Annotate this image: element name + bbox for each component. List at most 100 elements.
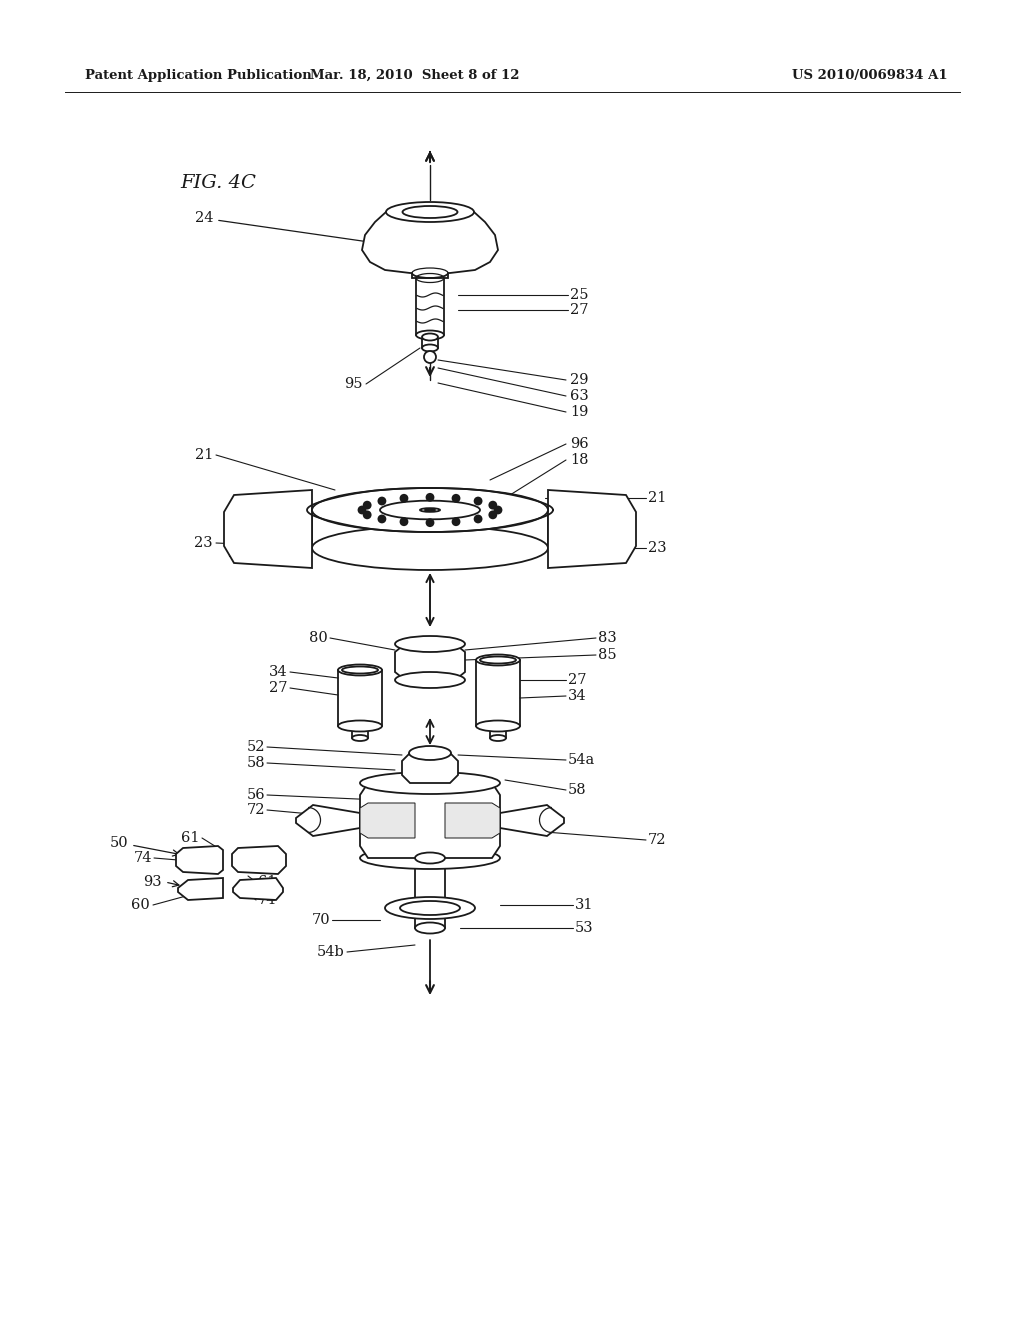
Circle shape <box>453 519 460 525</box>
Polygon shape <box>178 878 223 900</box>
Ellipse shape <box>422 345 438 351</box>
Text: 60: 60 <box>131 898 150 912</box>
Text: 23: 23 <box>195 536 213 550</box>
Text: 50: 50 <box>110 836 128 850</box>
Ellipse shape <box>360 772 500 795</box>
Text: 34: 34 <box>269 665 288 678</box>
Text: US 2010/0069834 A1: US 2010/0069834 A1 <box>793 69 948 82</box>
Ellipse shape <box>312 525 548 570</box>
Circle shape <box>474 516 481 523</box>
Ellipse shape <box>380 500 480 519</box>
Ellipse shape <box>425 510 435 511</box>
Polygon shape <box>176 846 223 874</box>
Text: 27: 27 <box>570 304 589 317</box>
Ellipse shape <box>409 746 451 760</box>
Circle shape <box>379 498 385 504</box>
Text: 27: 27 <box>269 681 288 696</box>
Text: 52: 52 <box>247 741 265 754</box>
Ellipse shape <box>476 655 520 665</box>
Ellipse shape <box>385 898 475 919</box>
Ellipse shape <box>312 488 548 532</box>
Ellipse shape <box>352 735 368 741</box>
Text: 31: 31 <box>575 898 594 912</box>
Text: 29: 29 <box>570 374 589 387</box>
Ellipse shape <box>360 847 500 869</box>
Text: 54b: 54b <box>317 945 345 960</box>
Text: Mar. 18, 2010  Sheet 8 of 12: Mar. 18, 2010 Sheet 8 of 12 <box>310 69 520 82</box>
Circle shape <box>400 519 408 525</box>
Circle shape <box>489 502 497 508</box>
Text: 72: 72 <box>648 833 667 847</box>
Polygon shape <box>402 752 458 783</box>
Circle shape <box>495 507 502 513</box>
Ellipse shape <box>490 735 506 741</box>
Ellipse shape <box>395 672 465 688</box>
Text: 96: 96 <box>570 437 589 451</box>
Text: 53: 53 <box>575 921 594 935</box>
Circle shape <box>453 495 460 502</box>
Text: 61: 61 <box>181 832 200 845</box>
Circle shape <box>358 507 366 513</box>
Ellipse shape <box>400 902 460 915</box>
Polygon shape <box>395 644 465 680</box>
Text: 74: 74 <box>133 851 152 865</box>
Ellipse shape <box>415 923 445 933</box>
Ellipse shape <box>402 206 458 218</box>
Text: 23: 23 <box>648 541 667 554</box>
Ellipse shape <box>416 330 444 339</box>
Text: 80: 80 <box>309 631 328 645</box>
Text: 24: 24 <box>195 211 213 224</box>
Text: 83: 83 <box>598 631 616 645</box>
Text: 25: 25 <box>570 288 589 302</box>
Text: 74: 74 <box>258 894 276 907</box>
Text: 72: 72 <box>247 803 265 817</box>
Circle shape <box>400 495 408 502</box>
Text: 21: 21 <box>648 491 667 506</box>
Circle shape <box>474 498 481 504</box>
Text: 19: 19 <box>570 405 589 418</box>
Ellipse shape <box>338 664 382 676</box>
Circle shape <box>379 516 385 523</box>
Ellipse shape <box>480 656 516 664</box>
Ellipse shape <box>342 667 378 673</box>
Polygon shape <box>362 213 498 279</box>
Ellipse shape <box>476 721 520 731</box>
Text: Patent Application Publication: Patent Application Publication <box>85 69 311 82</box>
Ellipse shape <box>420 508 440 512</box>
Polygon shape <box>360 783 500 858</box>
Text: 63: 63 <box>570 389 589 403</box>
Polygon shape <box>233 878 283 900</box>
Circle shape <box>427 494 433 500</box>
Circle shape <box>364 511 371 519</box>
Polygon shape <box>360 803 415 838</box>
Polygon shape <box>224 490 312 568</box>
Polygon shape <box>548 490 636 568</box>
Text: 18: 18 <box>570 453 589 467</box>
Text: 56: 56 <box>247 788 265 803</box>
Text: 58: 58 <box>247 756 265 770</box>
Text: 21: 21 <box>195 447 213 462</box>
Circle shape <box>489 511 497 519</box>
Text: 61: 61 <box>258 875 276 888</box>
Polygon shape <box>296 805 360 836</box>
Polygon shape <box>232 846 286 874</box>
Ellipse shape <box>422 334 438 341</box>
Ellipse shape <box>395 636 465 652</box>
Text: FIG. 4C: FIG. 4C <box>180 174 256 191</box>
Text: 54a: 54a <box>568 752 595 767</box>
Ellipse shape <box>415 853 445 863</box>
Text: 58: 58 <box>568 783 587 797</box>
Polygon shape <box>445 803 500 838</box>
Text: 93: 93 <box>143 875 162 888</box>
Ellipse shape <box>386 202 474 222</box>
Text: 95: 95 <box>344 378 362 391</box>
Ellipse shape <box>338 721 382 731</box>
Text: 85: 85 <box>598 648 616 663</box>
Circle shape <box>427 519 433 527</box>
Text: 27: 27 <box>568 673 587 686</box>
Text: 70: 70 <box>311 913 330 927</box>
Circle shape <box>364 502 371 508</box>
Text: 34: 34 <box>568 689 587 704</box>
Circle shape <box>424 351 436 363</box>
Polygon shape <box>500 805 564 836</box>
